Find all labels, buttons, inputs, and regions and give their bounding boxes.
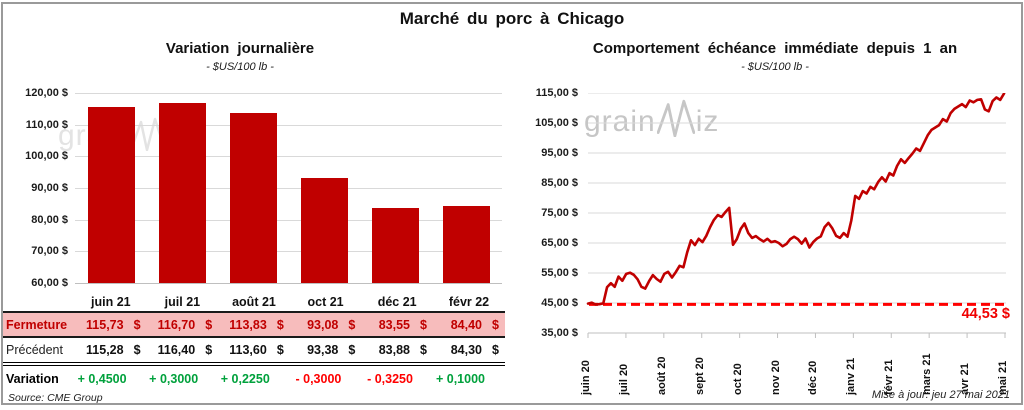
x-tick-label: mai 21	[997, 360, 1009, 395]
y-tick-label: 45,00 $	[541, 297, 578, 309]
table-cell: 93,08 $	[289, 312, 362, 338]
gridline	[75, 188, 502, 189]
table-cell: 113,83 $	[218, 312, 290, 338]
source-note: Source: CME Group	[8, 392, 103, 404]
y-tick-label: 110,00 $	[25, 118, 68, 131]
table-row-fermeture: Fermeture 115,73 $116,70 $113,83 $93,08 $83,5…	[2, 312, 505, 338]
bar-chart-title: Variation journalière	[165, 40, 315, 57]
bar-févr 22	[443, 205, 491, 283]
table-cell: + 0,4500	[77, 372, 127, 386]
table-cell: 116,40 $	[146, 337, 219, 366]
y-tick-label: 95,00 $	[541, 147, 578, 159]
table-cell: 84,40 $	[432, 312, 505, 338]
table-cell: 83,88 $	[361, 337, 433, 366]
y-tick-label: 80,00 $	[31, 213, 68, 226]
table-cell: + 0,3000	[149, 372, 199, 386]
y-tick-label: 65,00 $	[541, 237, 578, 249]
price-line-series	[586, 93, 1006, 306]
gridline	[75, 251, 502, 253]
table-cell: + 0,2250	[220, 372, 270, 386]
bar-déc 21	[372, 208, 420, 283]
gridline	[75, 124, 502, 126]
column-header: déc 21	[361, 292, 433, 313]
x-tick-label: sept 20	[693, 357, 706, 395]
gridline	[75, 283, 502, 284]
y-tick-label: 105,00 $	[535, 117, 578, 129]
y-tick-label: 35,00 $	[541, 327, 578, 339]
x-tick-label: août 20	[655, 356, 668, 395]
table-cell: 83,55 $	[361, 312, 433, 338]
table-corner-cell	[2, 292, 75, 313]
x-tick-label: janv 21	[845, 357, 858, 395]
y-tick-label: 120,00 $	[25, 87, 68, 99]
reference-price-label: 44,53 $	[961, 306, 1010, 322]
table-row-variation: Variation + 0,4500 + 0,3000 + 0,2250 - 0,300…	[2, 364, 505, 392]
price-table: juin 21 juil 21 août 21 oct 21 déc 21 févr 22…	[2, 292, 505, 392]
table-cell: 115,73 $	[75, 312, 147, 338]
gridline	[75, 156, 502, 158]
row-label: Précédent	[2, 337, 75, 366]
x-tick-label: mars 21	[921, 353, 934, 395]
table-header-row: juin 21 juil 21 août 21 oct 21 déc 21 févr 22	[2, 292, 505, 313]
x-tick-label: déc 20	[807, 360, 820, 395]
y-tick-label: 75,00 $	[541, 207, 578, 219]
y-tick-label: 90,00 $	[31, 182, 68, 194]
x-tick-label: févr 21	[883, 359, 896, 395]
table-cell: 116,70 $	[146, 312, 219, 338]
x-tick-label: juil 20	[617, 363, 630, 395]
row-label: Fermeture	[2, 312, 75, 338]
table-cell: 93,38 $	[289, 337, 362, 366]
bar-juin 21	[87, 106, 135, 283]
bar-chart-plot	[75, 93, 502, 284]
bar-chart-subtitle: - $US/100 lb -	[206, 61, 274, 73]
y-tick-label: 85,00 $	[541, 177, 578, 189]
line-chart-title: Comportement échéance immédiate depuis 1…	[592, 40, 958, 57]
x-tick-label: oct 20	[731, 363, 744, 395]
y-tick-label: 115,00 $	[535, 87, 578, 99]
row-label: Variation	[6, 372, 59, 386]
x-tick-label: juin 20	[580, 360, 592, 395]
gridline	[75, 219, 502, 221]
column-header: juin 21	[75, 292, 147, 313]
page-title: Marché du porc à Chicago	[399, 9, 625, 28]
y-tick-label: 100,00 $	[25, 150, 68, 163]
gridline	[75, 93, 502, 94]
updated-note: Mise à jour: jeu 27 mai 2021	[871, 389, 1010, 401]
column-header: juil 21	[146, 292, 219, 313]
column-header: févr 22	[432, 292, 505, 313]
line-chart-subtitle: - $US/100 lb -	[741, 61, 809, 73]
x-tick-label: avr 21	[959, 363, 972, 395]
bar-oct 21	[301, 178, 348, 283]
table-cell: 113,60 $	[218, 337, 290, 366]
table-cell: - 0,3250	[367, 372, 413, 386]
bar-août 21	[229, 112, 277, 283]
line-chart-plot	[586, 93, 1006, 338]
table-row-precedent: Précédent 115,28 $116,40 $113,60 $93,38 $83,8…	[2, 337, 505, 366]
y-tick-label: 55,00 $	[541, 267, 578, 279]
table-cell: 115,28 $	[75, 337, 147, 366]
x-tick-label: nov 20	[769, 360, 782, 395]
y-tick-label: 70,00 $	[31, 245, 68, 258]
y-tick-label: 60,00 $	[31, 277, 68, 289]
bar-juil 21	[158, 103, 206, 283]
column-header: oct 21	[289, 292, 362, 313]
table-cell: - 0,3000	[295, 372, 342, 386]
table-cell: 84,30 $	[432, 337, 505, 366]
table-cell: + 0,1000	[435, 372, 485, 386]
column-header: août 21	[218, 292, 290, 313]
